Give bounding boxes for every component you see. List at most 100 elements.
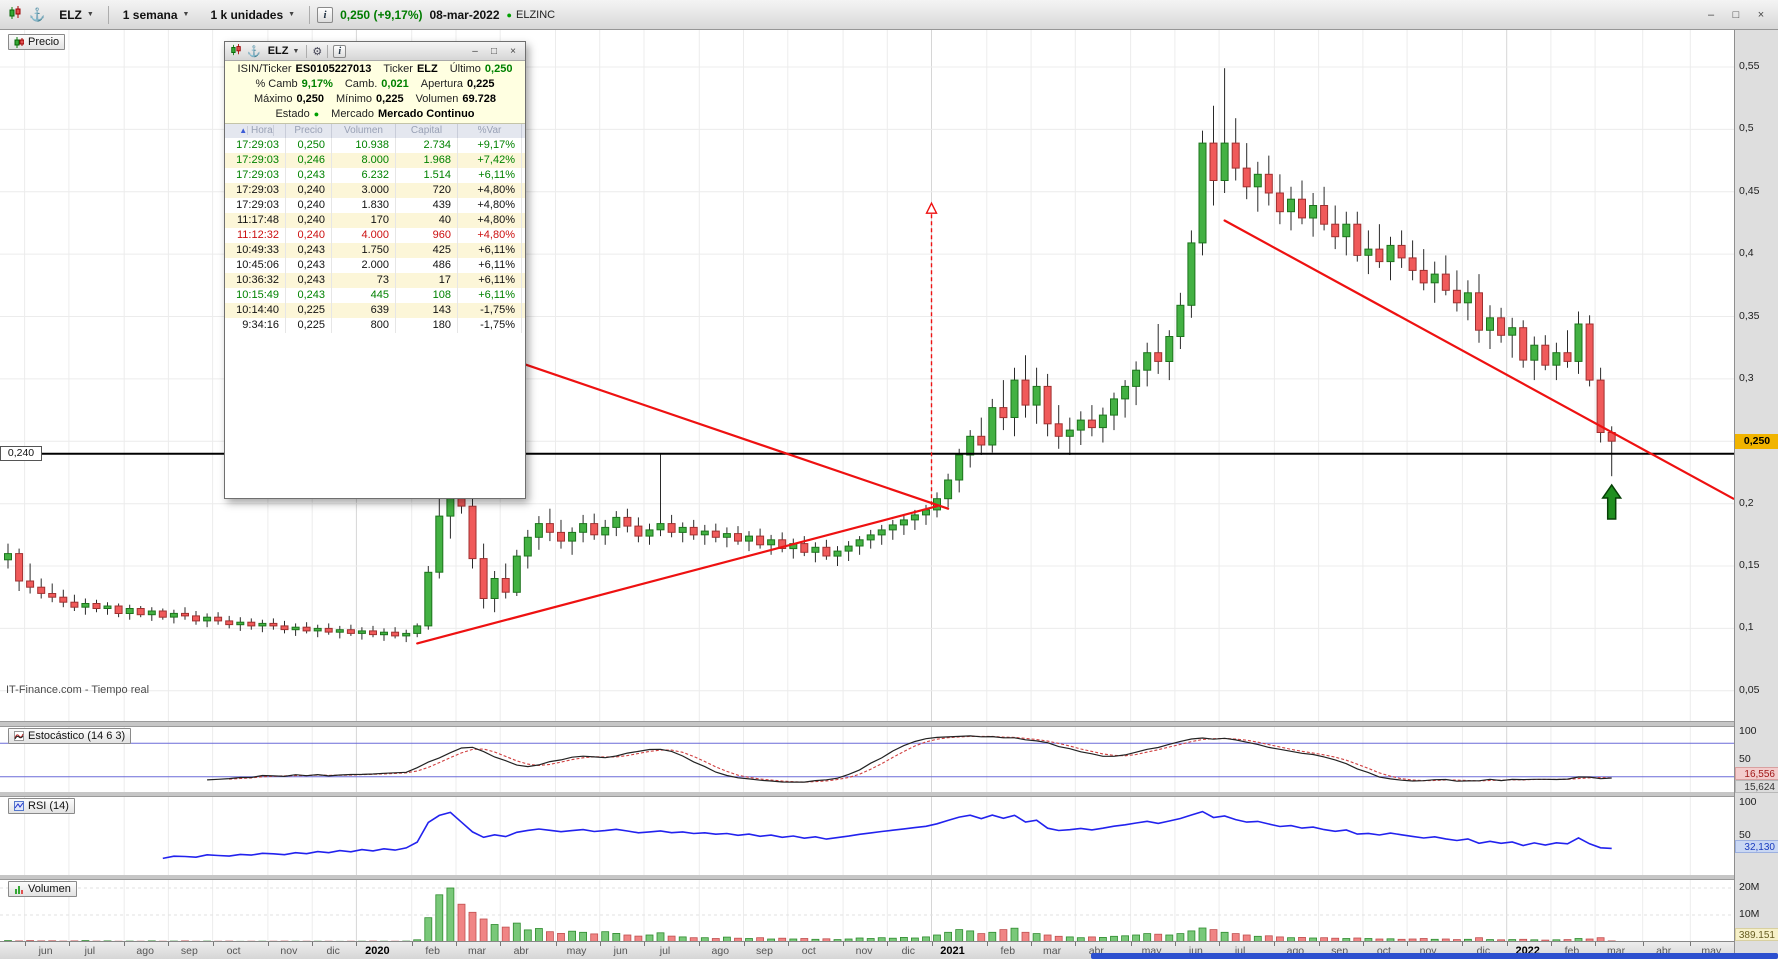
window-close-button[interactable]: × — [510, 45, 516, 57]
instrument-label: ● ELZINC — [507, 9, 556, 21]
level-price-label: 0,240 — [0, 446, 42, 461]
state-open-dot-icon: ● — [313, 109, 320, 119]
toolbar-separator — [309, 5, 311, 24]
price-axis-label: 0,3 — [1739, 372, 1754, 384]
price-axis-label: 0,35 — [1739, 310, 1760, 322]
anchor-link-icon[interactable]: ⚓ — [29, 6, 46, 22]
chevron-down-icon: ▼ — [182, 11, 190, 18]
volume-panel — [0, 879, 1734, 941]
window-minimize-button[interactable]: – — [472, 45, 478, 57]
axis-tick — [743, 942, 745, 946]
units-dropdown[interactable]: 1 k unidades ▼ — [203, 5, 302, 25]
tick-table-row: 11:12:32 0,240 4.000 960 +4,80% — [225, 228, 525, 243]
summary-row-change: % Camb 9,17% Camb. 0,021 Apertura 0,225 — [225, 77, 525, 92]
axis-tick — [1274, 942, 1276, 946]
info-icon[interactable]: i — [317, 6, 334, 23]
rsi-canvas[interactable] — [0, 797, 1734, 875]
month-label: feb — [425, 945, 440, 957]
axis-tick — [931, 942, 933, 946]
tick-table-header[interactable]: ▲ Hora Precio Volumen Capital %Var — [225, 124, 525, 138]
axis-tick — [699, 942, 701, 946]
window-info-icon[interactable]: i — [333, 44, 347, 58]
quote-date: 08-mar-2022 — [429, 7, 500, 22]
month-label: dic — [901, 945, 916, 957]
rsi-panel-label: RSI (14) — [28, 800, 69, 812]
price-axis-label: 0,2 — [1739, 497, 1754, 509]
price-panel-chip[interactable]: Precio — [8, 34, 66, 50]
month-label: dic — [326, 945, 340, 957]
volume-axis-20m: 20M — [1739, 881, 1760, 893]
price-axis[interactable]: 0,050,10,150,20,250,30,350,40,450,50,55 … — [1734, 30, 1778, 959]
toolbar-separator — [107, 5, 109, 24]
axis-tick — [356, 942, 358, 946]
last-label: Último — [449, 63, 481, 75]
month-label: oct — [801, 945, 816, 957]
anchor-icon[interactable]: ⚓ — [247, 45, 261, 58]
month-label: oct — [226, 945, 241, 957]
quote-data-window: ⚓ ELZ ▼ ⚙ i – □ × ISIN/Ticker ES010522701… — [224, 41, 526, 499]
month-label: abr — [513, 945, 529, 957]
candlestick-icon — [14, 36, 24, 48]
axis-tick — [1174, 942, 1176, 946]
horizontal-scrollbar-thumb[interactable] — [1091, 953, 1778, 959]
month-label: jul — [1234, 945, 1246, 957]
timeframe-dropdown[interactable]: 1 semana ▼ — [116, 5, 197, 25]
axis-tick — [1550, 942, 1552, 946]
stochastic-canvas[interactable] — [0, 727, 1734, 792]
stochastic-panel-chip[interactable]: Estocástico (14 6 3) — [8, 728, 132, 744]
month-label: sep — [756, 945, 773, 957]
stochastic-axis-50: 50 — [1739, 753, 1751, 765]
axis-tick — [986, 942, 988, 946]
tick-table-row: 10:36:32 0,243 73 17 +6,11% — [225, 273, 525, 288]
volume-canvas[interactable] — [0, 880, 1734, 941]
state-label: Estado — [275, 108, 310, 120]
market-value: Mercado Continuo — [377, 108, 475, 120]
tick-table-row: 10:15:49 0,243 445 108 +6,11% — [225, 288, 525, 303]
high-value: 0,250 — [296, 93, 324, 105]
maximize-button[interactable]: □ — [1732, 8, 1740, 21]
axis-tick — [1506, 942, 1508, 946]
titlebar-separator — [327, 44, 329, 58]
settings-wrench-icon[interactable]: ⚙ — [312, 45, 323, 58]
chevron-down-icon: ▼ — [292, 47, 300, 55]
column-precio[interactable]: Precio — [286, 124, 332, 138]
volume-axis-10m: 10M — [1739, 908, 1760, 920]
rsi-panel-chip[interactable]: RSI (14) — [8, 798, 75, 814]
market-open-dot-icon: ● — [506, 9, 512, 20]
open-value: 0,225 — [467, 78, 495, 90]
stochastic-axis-100: 100 — [1739, 725, 1757, 737]
watermark: IT-Finance.com - Tiempo real — [6, 684, 150, 696]
low-label: Mínimo — [335, 93, 373, 105]
column-var[interactable]: %Var — [458, 124, 522, 138]
market-label: Mercado — [331, 108, 374, 120]
column-hora[interactable]: ▲ Hora — [228, 124, 286, 138]
ticker-dropdown[interactable]: ELZ ▼ — [52, 5, 101, 25]
ticker-label: Ticker — [383, 63, 413, 75]
data-window-titlebar[interactable]: ⚓ ELZ ▼ ⚙ i – □ × — [225, 42, 525, 61]
price-panel-label: Precio — [28, 36, 60, 48]
close-button[interactable]: × — [1757, 8, 1765, 21]
candles-icon — [230, 43, 242, 59]
window-maximize-button[interactable]: □ — [490, 45, 498, 57]
price-axis-label: 0,4 — [1739, 247, 1754, 259]
last-price-marker: 0,250 — [1735, 434, 1778, 449]
axis-tick — [267, 942, 269, 946]
axis-tick — [312, 942, 314, 946]
axis-tick — [1362, 942, 1364, 946]
tick-table: 17:29:03 0,250 10.938 2.734 +9,17% 17:29:03 0,… — [225, 138, 525, 333]
tick-table-row: 17:29:03 0,240 3.000 720 +4,80% — [225, 183, 525, 198]
axis-tick — [599, 942, 601, 946]
app-candles-icon — [8, 6, 22, 23]
ticker-value: ELZ — [416, 63, 438, 75]
volume-panel-chip[interactable]: Volumen — [8, 881, 77, 897]
window-ticker-dropdown[interactable]: ELZ ▼ — [266, 45, 302, 57]
timeframe-dropdown-label: 1 semana — [122, 7, 178, 22]
axis-tick — [644, 942, 645, 946]
column-capital[interactable]: Capital — [396, 124, 458, 138]
minimize-button[interactable]: – — [1707, 8, 1715, 21]
axis-tick — [500, 942, 502, 946]
stochastic-panel — [0, 726, 1734, 792]
column-volumen[interactable]: Volumen — [332, 124, 396, 138]
price-axis-label: 0,5 — [1739, 122, 1754, 134]
